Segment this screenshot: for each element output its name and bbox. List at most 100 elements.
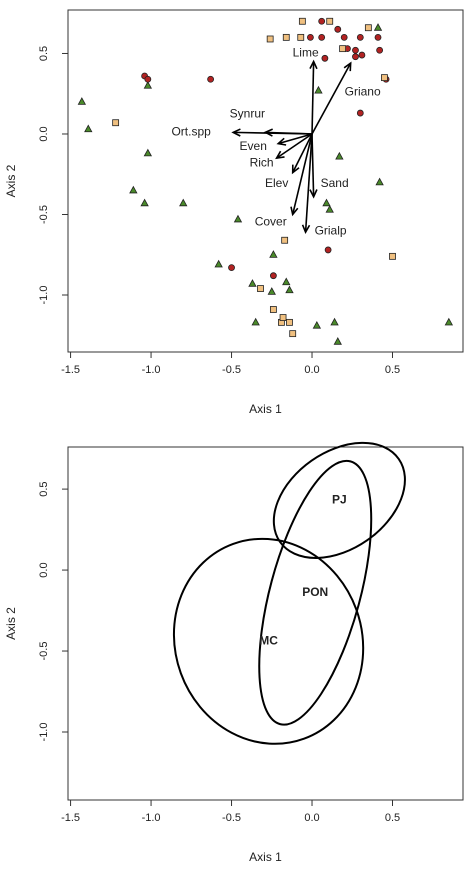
point bbox=[312, 320, 322, 329]
x-tick-label: -0.5 bbox=[222, 812, 241, 824]
point bbox=[307, 33, 314, 41]
point bbox=[251, 317, 260, 326]
point bbox=[352, 46, 359, 54]
arrow-head bbox=[343, 61, 352, 72]
point bbox=[289, 330, 297, 338]
vector-label: Griano bbox=[345, 84, 381, 98]
point bbox=[286, 318, 293, 326]
vector-arrow bbox=[311, 133, 315, 197]
arrow-head bbox=[231, 128, 241, 137]
x-tick-label: -1.0 bbox=[142, 812, 161, 824]
point bbox=[339, 45, 347, 53]
point bbox=[285, 285, 294, 294]
point bbox=[335, 151, 344, 160]
point bbox=[143, 81, 153, 89]
ellipse bbox=[272, 441, 406, 559]
y-tick-label: 0.0 bbox=[38, 126, 50, 141]
vector-label: Even bbox=[240, 139, 267, 153]
point bbox=[267, 287, 276, 295]
point bbox=[228, 264, 235, 272]
x-tick-label: 0.5 bbox=[385, 364, 400, 376]
point bbox=[358, 51, 366, 59]
vector-arrow bbox=[291, 133, 313, 173]
y-tick-label: -0.5 bbox=[38, 642, 50, 661]
point bbox=[179, 198, 188, 207]
vector-label: Lime bbox=[293, 46, 319, 60]
point bbox=[233, 214, 243, 223]
vector-arrow bbox=[233, 131, 313, 135]
arrow-head bbox=[301, 224, 311, 235]
vector-label: Sand bbox=[321, 176, 349, 190]
y-tick-label: 0.5 bbox=[38, 46, 50, 61]
point bbox=[324, 246, 332, 254]
arrow-head bbox=[291, 164, 300, 175]
y-axis-title: Axis 2 bbox=[4, 164, 18, 197]
x-tick-label: 0.0 bbox=[304, 364, 319, 376]
point bbox=[77, 97, 87, 105]
point bbox=[325, 205, 334, 213]
point bbox=[144, 75, 152, 83]
vector-label: Elev bbox=[265, 176, 288, 190]
point bbox=[389, 252, 396, 260]
point bbox=[143, 148, 153, 157]
x-tick-label: 0.5 bbox=[385, 812, 400, 824]
vector-label: Cover bbox=[255, 215, 287, 229]
point bbox=[314, 85, 323, 94]
point bbox=[356, 109, 364, 117]
point bbox=[330, 317, 339, 326]
ellipse-label: MC bbox=[259, 633, 278, 647]
x-tick-label: -0.5 bbox=[222, 364, 241, 376]
point bbox=[281, 236, 289, 244]
point bbox=[381, 74, 388, 82]
arrow-head bbox=[309, 59, 318, 70]
point bbox=[373, 23, 383, 31]
point bbox=[356, 33, 364, 41]
ellipse-label: PJ bbox=[332, 493, 347, 507]
point bbox=[297, 33, 305, 41]
ellipse bbox=[172, 537, 365, 745]
vector-label: Ort.spp bbox=[171, 125, 211, 139]
point bbox=[322, 198, 331, 207]
arrow-head bbox=[275, 150, 285, 160]
x-tick-label: 0.0 bbox=[304, 812, 319, 824]
y-tick-label: 0.5 bbox=[38, 481, 50, 496]
point bbox=[352, 53, 359, 61]
vector-label: Grialp bbox=[315, 223, 347, 237]
vector-label: Synrur bbox=[230, 107, 265, 121]
y-axis-title: Axis 2 bbox=[4, 607, 18, 640]
point bbox=[326, 17, 334, 25]
point bbox=[376, 46, 384, 54]
point bbox=[340, 33, 348, 41]
x-axis-title: Axis 1 bbox=[249, 850, 282, 864]
arrow-head bbox=[276, 137, 287, 146]
point bbox=[318, 33, 326, 41]
point bbox=[375, 177, 384, 186]
arrow-head bbox=[290, 206, 299, 217]
vector-arrow bbox=[291, 133, 313, 215]
y-tick-label: 0.0 bbox=[38, 562, 50, 577]
vector-arrow bbox=[277, 133, 313, 145]
y-tick-label: -0.5 bbox=[38, 205, 50, 224]
x-axis-title: Axis 1 bbox=[249, 402, 282, 416]
vector-label: Rich bbox=[250, 155, 274, 169]
y-tick-label: -1.0 bbox=[38, 286, 50, 305]
point bbox=[282, 33, 290, 41]
point bbox=[269, 306, 277, 313]
x-tick-label: -1.5 bbox=[61, 812, 80, 824]
point bbox=[333, 337, 342, 345]
point bbox=[248, 279, 257, 287]
point bbox=[334, 25, 342, 33]
point bbox=[444, 317, 454, 326]
vector-arrow bbox=[311, 61, 315, 135]
plot-frame bbox=[67, 446, 464, 801]
point bbox=[112, 119, 120, 127]
y-tick-label: -1.0 bbox=[38, 723, 50, 742]
point bbox=[279, 314, 287, 321]
point bbox=[84, 124, 93, 133]
point bbox=[140, 198, 149, 207]
point bbox=[214, 259, 223, 268]
point bbox=[282, 277, 291, 286]
point bbox=[269, 250, 278, 258]
